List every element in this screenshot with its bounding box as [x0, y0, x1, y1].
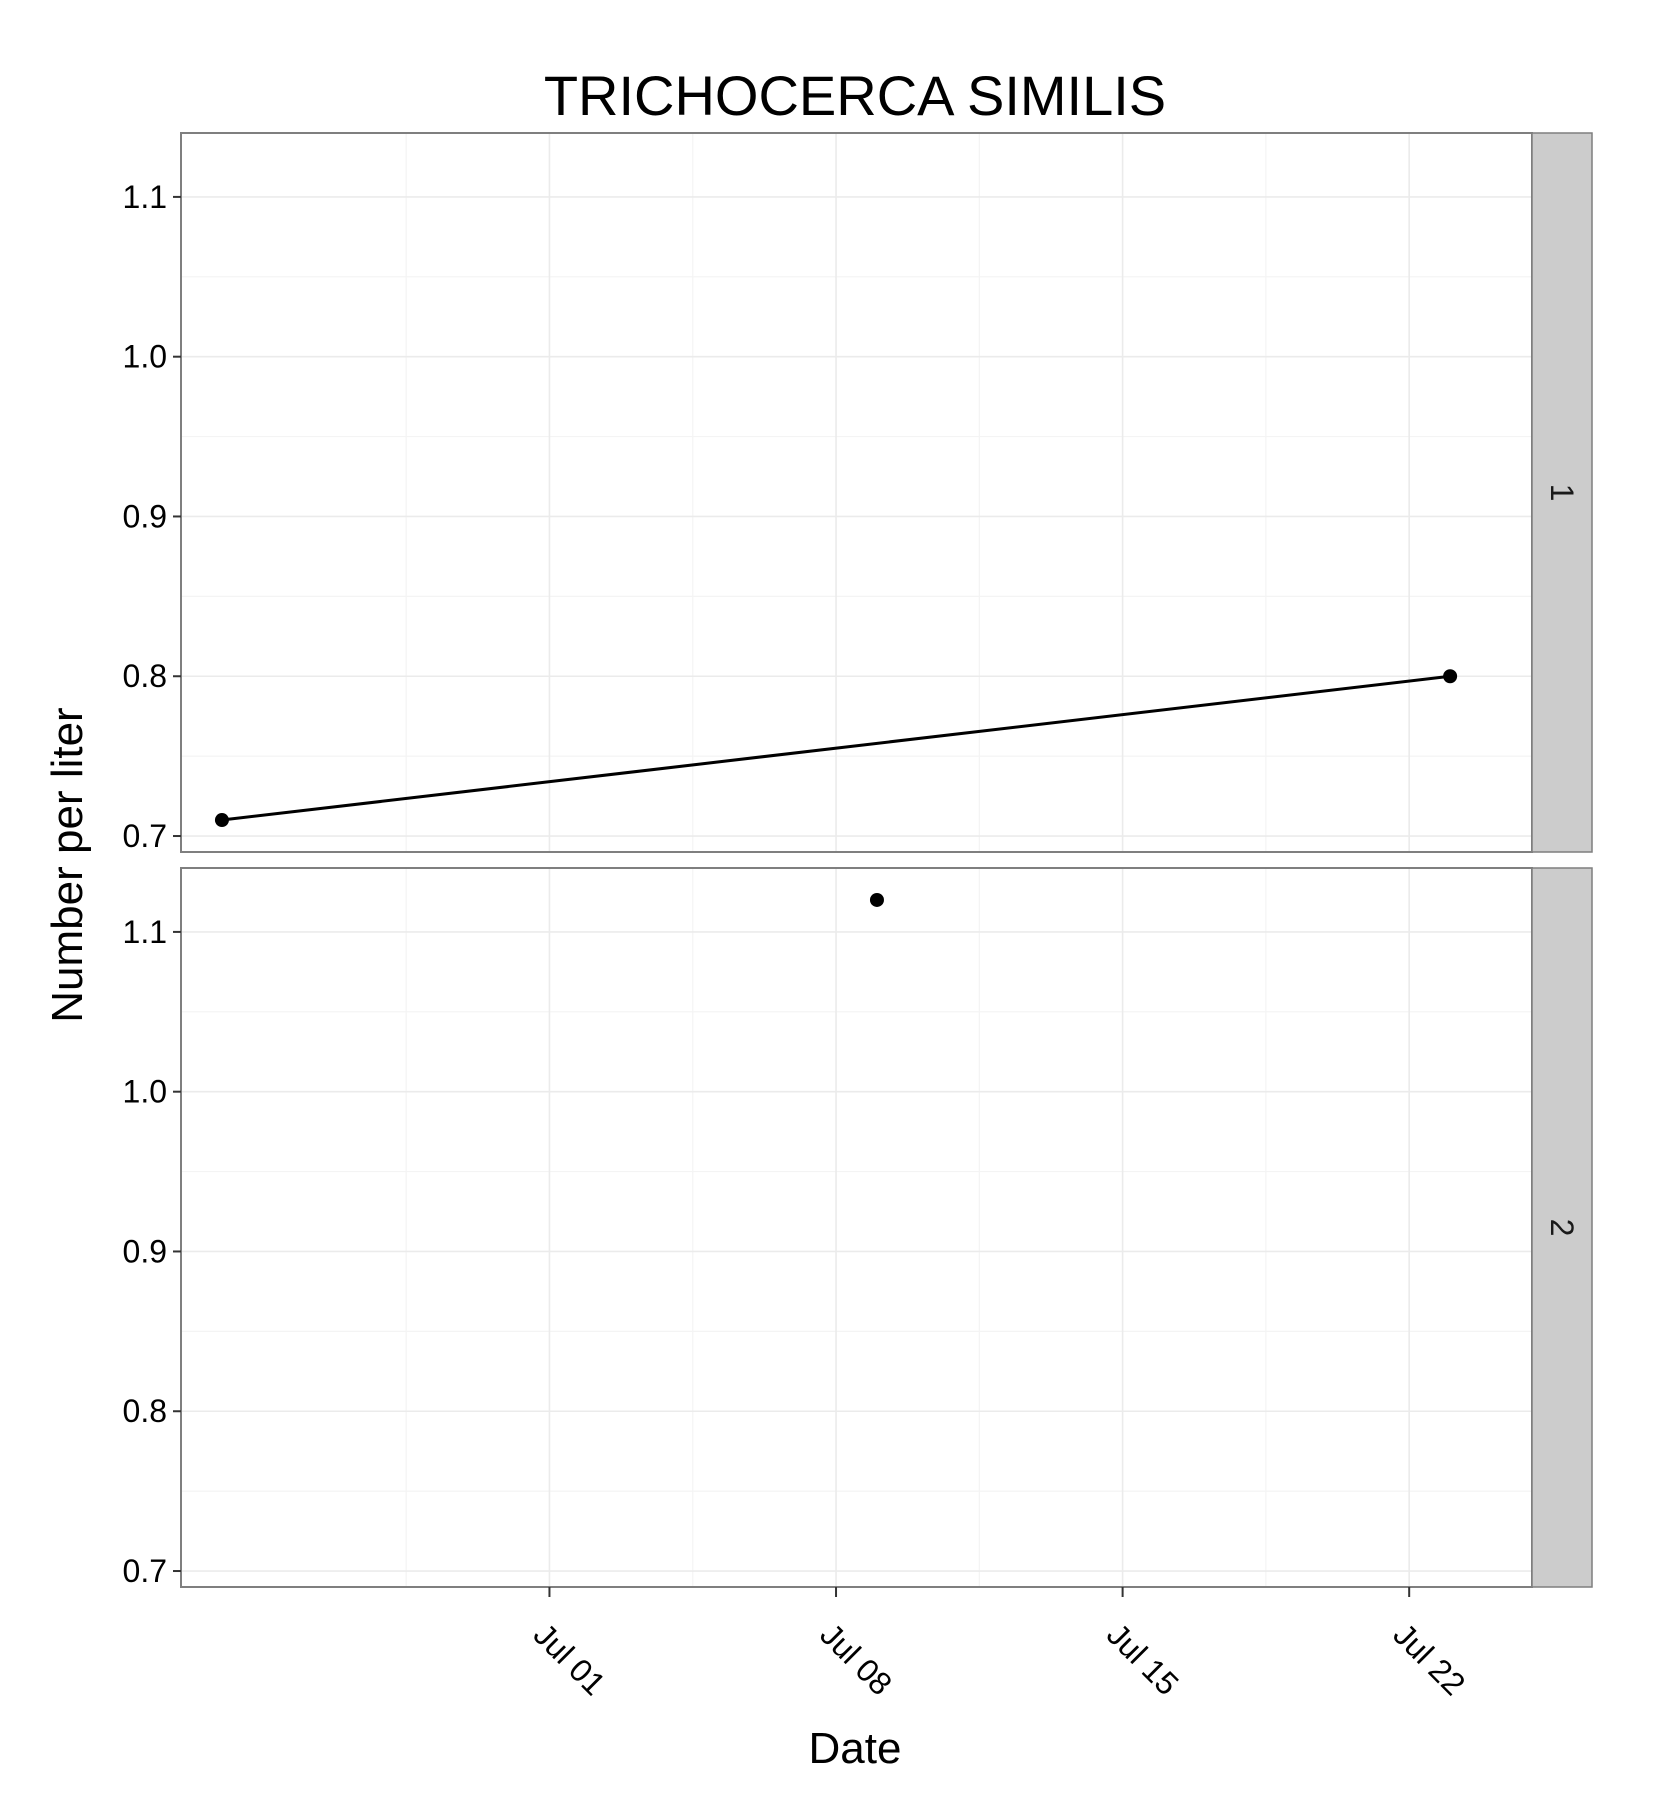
data-point — [869, 892, 884, 907]
series-line — [221, 674, 1451, 822]
y-tick-label: 1.0 — [123, 1074, 167, 1110]
y-tick-label: 1.1 — [123, 914, 167, 950]
facets: 1 0.7 0.8 0.9 1.0 1.1 2 0.7 0.8 0.9 1.0 1.1 Jul 01 Ju… — [123, 132, 1593, 1702]
facet-strip — [1531, 867, 1593, 1588]
facet-strip-label: 2 — [1544, 1219, 1580, 1237]
y-tick-label: 1.1 — [123, 179, 167, 215]
y-tick-label: 1.0 — [123, 339, 167, 375]
x-axis-label: Date — [809, 1724, 902, 1773]
y-tick-label: 0.9 — [123, 498, 167, 534]
facet-strip-label: 1 — [1544, 484, 1580, 502]
data-point — [1443, 669, 1458, 684]
y-tick-label: 0.8 — [123, 658, 167, 694]
data-point — [214, 813, 229, 828]
facet-panel-1: 1 0.7 0.8 0.9 1.0 1.1 — [123, 132, 1593, 854]
x-tick-label: Jul 08 — [813, 1616, 899, 1702]
y-tick-label: 0.8 — [123, 1393, 167, 1429]
x-tick-label: Jul 22 — [1386, 1616, 1472, 1702]
x-tick-label: Jul 01 — [527, 1616, 613, 1702]
y-tick-label: 0.7 — [123, 1553, 167, 1589]
panel-background — [181, 133, 1532, 852]
chart-title: TRICHOCERCA SIMILIS — [544, 64, 1166, 127]
y-tick-label: 0.7 — [123, 818, 167, 854]
panel-background — [181, 868, 1532, 1587]
y-axis-label: Number per liter — [43, 707, 92, 1022]
x-tick-label: Jul 15 — [1100, 1616, 1186, 1702]
facet-panel-2: 2 0.7 0.8 0.9 1.0 1.1 — [123, 867, 1593, 1589]
facet-strip — [1531, 132, 1593, 853]
y-tick-label: 0.9 — [123, 1233, 167, 1269]
